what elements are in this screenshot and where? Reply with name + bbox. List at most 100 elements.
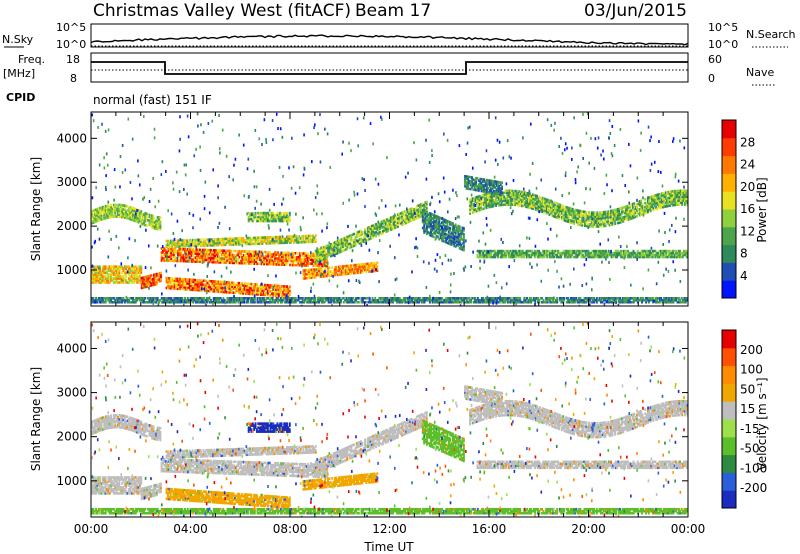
power-cell [338, 249, 341, 252]
power-cell [299, 236, 302, 240]
power-cell [106, 208, 109, 212]
power-cell [558, 255, 561, 259]
power-cell [348, 264, 351, 268]
power-cell [180, 281, 183, 285]
power-cell [469, 187, 472, 191]
power-cell [216, 259, 219, 262]
power-cell [133, 269, 136, 272]
power-cell [250, 282, 253, 286]
power-cell [213, 288, 216, 291]
power-cell [297, 257, 300, 261]
power-cell [626, 208, 629, 212]
power-cell [568, 207, 571, 210]
power-cell [286, 251, 289, 255]
power-cell [511, 195, 514, 199]
power-cell [318, 255, 321, 259]
power-cell [307, 262, 310, 265]
power-cell [220, 253, 223, 256]
power-cell [629, 217, 632, 221]
power-cell [119, 205, 122, 209]
power-cell [594, 249, 597, 253]
power-cell [590, 221, 593, 224]
power-cell [118, 207, 121, 211]
power-cell [336, 245, 339, 249]
power-cell [183, 248, 186, 251]
power-cell [670, 200, 673, 203]
power-cell [218, 261, 221, 264]
power-cell [205, 287, 208, 291]
power-cell [305, 264, 308, 267]
power-cell [596, 219, 599, 222]
power-cell [454, 231, 457, 234]
power-cell [602, 249, 605, 253]
power-cell [259, 256, 262, 260]
power-cell [280, 288, 283, 292]
power-cell [240, 252, 242, 255]
power-cell [223, 261, 226, 264]
power-cell [160, 257, 163, 260]
power-cell [266, 219, 269, 223]
power-cell [265, 236, 268, 239]
power-cell [651, 201, 654, 204]
power-cell [523, 193, 526, 196]
power-cell [488, 189, 491, 192]
power-cell [446, 225, 449, 229]
power-cell [477, 183, 480, 186]
power-cell [236, 239, 239, 242]
power-cell [556, 216, 559, 220]
power-cell [395, 217, 398, 221]
power-cell [311, 262, 314, 265]
power-cell [91, 210, 93, 213]
power-cell [450, 239, 453, 243]
power-cell [564, 211, 567, 215]
power-cell [495, 184, 498, 188]
power-cell [423, 211, 426, 215]
power-cell [476, 177, 479, 180]
power-cell [186, 256, 189, 259]
power-cell [599, 223, 602, 226]
power-cell [262, 293, 265, 297]
power-cell [648, 198, 651, 201]
power-cell [676, 253, 679, 257]
power-cell [478, 204, 481, 208]
power-cell [311, 260, 314, 264]
power-cell [93, 218, 96, 222]
power-cell [149, 223, 152, 227]
power-cell [438, 230, 441, 233]
power-cell [333, 269, 336, 273]
power-cell [562, 210, 565, 214]
power-cell [207, 256, 210, 260]
power-cell [136, 277, 139, 280]
power-cell [683, 199, 686, 202]
power-cell [144, 211, 147, 215]
power-cell [483, 188, 486, 191]
power-cell [584, 253, 587, 257]
power-cell [422, 207, 425, 211]
power-cell [190, 248, 193, 251]
power-cell [249, 256, 252, 259]
power-cell [316, 267, 319, 271]
power-cell [646, 202, 649, 206]
power-cell [283, 287, 286, 290]
power-cell [551, 202, 554, 206]
power-cell [182, 241, 185, 244]
power-cell [194, 260, 197, 263]
power-cell [148, 276, 151, 280]
power-cell [325, 270, 328, 274]
power-cell [560, 255, 562, 259]
power-cell [225, 237, 228, 241]
power-cell [232, 237, 235, 240]
power-cell [308, 258, 311, 261]
power-cell [523, 253, 526, 257]
power-cell [476, 253, 479, 257]
power-cell [115, 275, 118, 278]
power-cell [258, 285, 261, 288]
power-cell [249, 240, 252, 244]
power-cell [236, 243, 239, 246]
power-cell [187, 240, 190, 244]
power-cell [516, 253, 519, 257]
power-cell [550, 249, 553, 253]
power-cell [414, 213, 417, 217]
power-cell [391, 227, 394, 231]
power-cell [507, 189, 510, 193]
